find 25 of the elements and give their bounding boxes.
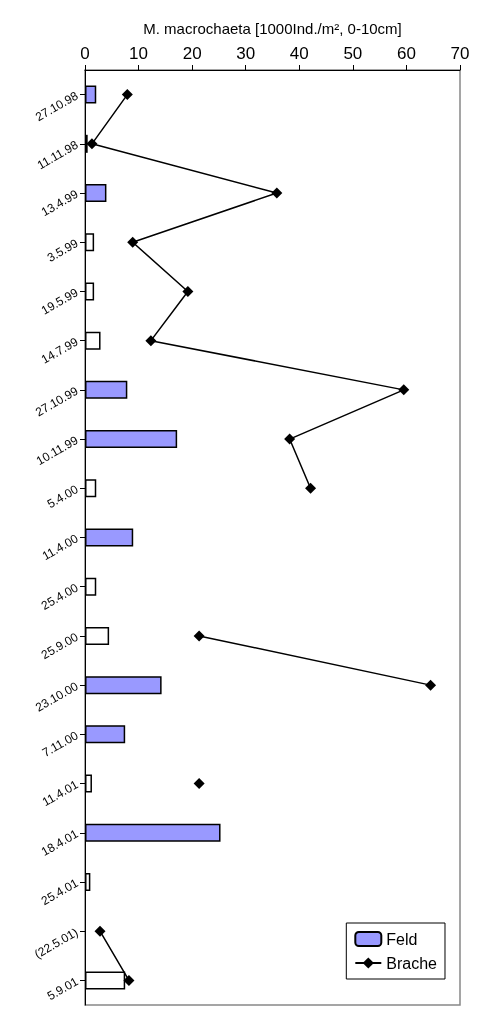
- point: [193, 630, 205, 642]
- point: [305, 482, 317, 494]
- point: [123, 974, 135, 986]
- x-tick-label: 70: [450, 44, 470, 63]
- x-tick-label: 60: [396, 44, 416, 63]
- point: [284, 433, 296, 445]
- point: [145, 335, 157, 347]
- legend-label: Brache: [386, 954, 438, 972]
- point: [271, 187, 283, 199]
- x-tick-label: 10: [129, 44, 149, 63]
- point: [425, 679, 437, 691]
- point: [94, 925, 106, 937]
- x-tick-label: 50: [343, 44, 363, 63]
- point: [398, 384, 410, 396]
- x-axis-title: M. macrochaeta [1000Ind./m², 0-10cm]: [143, 20, 402, 37]
- x-tick-label: 30: [236, 44, 256, 63]
- x-tick-label: 20: [182, 44, 202, 63]
- x-tick-label: 0: [80, 44, 90, 63]
- point: [86, 138, 98, 150]
- legend-label: Feld: [386, 930, 418, 948]
- point: [121, 89, 133, 101]
- x-tick-label: 40: [289, 44, 309, 63]
- point: [182, 285, 194, 297]
- point: [127, 236, 139, 248]
- point: [193, 778, 205, 790]
